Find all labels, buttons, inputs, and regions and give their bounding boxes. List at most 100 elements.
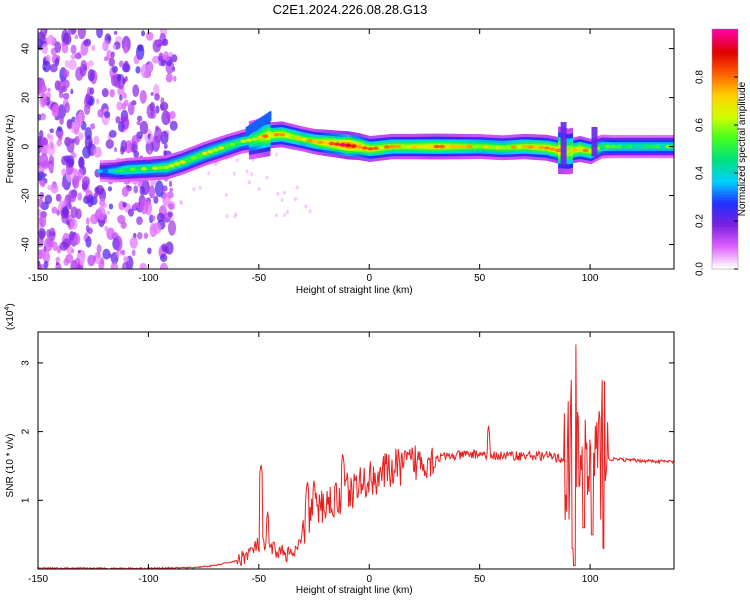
noise-speck [59,115,64,125]
noise-speck [102,248,111,260]
colorbar-segment [712,224,738,228]
ridge-segment [201,152,204,158]
noise-speck [152,55,160,64]
y-tick-label: -20 [21,188,32,203]
noise-speck [114,235,123,252]
noise-speck [66,246,74,255]
ridge-hotspot [411,144,418,149]
colorbar-segment [712,113,738,117]
ridge-hotspot [323,141,330,145]
ridge-hotspot [157,165,164,170]
colorbar-segment [712,44,738,48]
colorbar-segment [712,152,738,156]
ridge-hotspot [499,145,506,150]
ridge-hotspot [240,139,247,144]
colorbar-segment [712,227,738,231]
ridge-branch [246,126,249,136]
ridge-hotspot [350,144,357,148]
colorbar-segment [712,77,738,81]
x-tick-label: -150 [28,574,48,585]
noise-speck [247,180,251,185]
noise-speck [38,79,43,95]
colorbar-segment [712,71,738,75]
ridge-segment [217,146,220,152]
noise-speck [88,60,94,67]
y-scale-label: (x104) [4,303,16,330]
ridge-hotspot [212,148,219,152]
ridge-hotspot [400,144,407,149]
ridge-hotspot [571,148,578,152]
noise-speck [74,114,83,128]
noise-speck [122,201,127,208]
noise-speck [207,171,211,176]
noise-speck [127,101,135,116]
noise-speck [104,111,111,119]
noise-speck [145,140,154,155]
noise-speck [265,175,269,180]
noise-speck [43,260,49,269]
x-tick-label: -150 [28,273,48,284]
noise-speck [295,185,299,190]
ridge-hotspot [179,160,186,164]
noise-speck [52,241,58,252]
colorbar-segment [712,233,738,237]
noise-speck [169,111,176,120]
noise-speck [112,44,116,50]
noise-speck [48,134,54,142]
noise-speck [84,103,91,115]
ridge-segment [168,163,170,170]
noise-speck [63,198,68,207]
noise-speck [79,255,85,266]
noise-speck [122,92,127,99]
noise-speck [225,214,229,219]
noise-speck [139,185,145,196]
noise-speck [156,212,165,223]
noise-speck [62,206,69,218]
noise-speck [85,224,90,233]
noise-speck [70,44,77,55]
y-tick-label: 1 [21,497,32,503]
ridge-hotspot [626,144,633,149]
noise-speck [50,183,59,194]
noise-speck [61,180,66,188]
page-title: C2E1.2024.226.08.28.G13 [272,2,428,17]
noise-speck [82,145,92,159]
noise-speck [163,143,168,149]
ridge-hotspot [306,138,313,143]
noise-speck [96,244,102,254]
colorbar-segment [712,248,738,252]
ridge-hotspot [510,145,517,149]
noise-speck [116,101,123,111]
x-tick-label: -50 [252,574,267,585]
noise-speck [136,115,143,122]
ridge-hotspot [113,169,120,173]
ridge-hotspot [218,146,225,150]
ridge-hotspot [96,169,103,173]
noise-speck [143,232,149,239]
ridge-branch [253,121,256,132]
noise-speck [61,155,68,166]
ridge-hotspot [295,136,302,141]
ridge-hotspot [665,144,672,149]
ridge-hotspot [279,132,286,137]
noise-speck [121,102,127,110]
noise-speck [154,127,163,143]
noise-speck [140,63,150,79]
colorbar-segment [712,83,738,87]
noise-speck [122,77,126,85]
noise-speck [103,56,109,62]
noise-speck [41,43,49,55]
noise-speck [124,256,129,262]
noise-speck [56,126,63,132]
ridge-hotspot [378,145,385,150]
ridge-hotspot [389,144,396,149]
ridge-hotspot [439,144,446,149]
ridge-segment [206,150,209,156]
noise-speck [50,141,54,149]
noise-speck [48,155,55,166]
colorbar-segment [712,239,738,243]
noise-speck [139,89,147,104]
colorbar-segment [712,245,738,249]
noise-speck [171,54,178,63]
colorbar-segment [712,263,738,267]
